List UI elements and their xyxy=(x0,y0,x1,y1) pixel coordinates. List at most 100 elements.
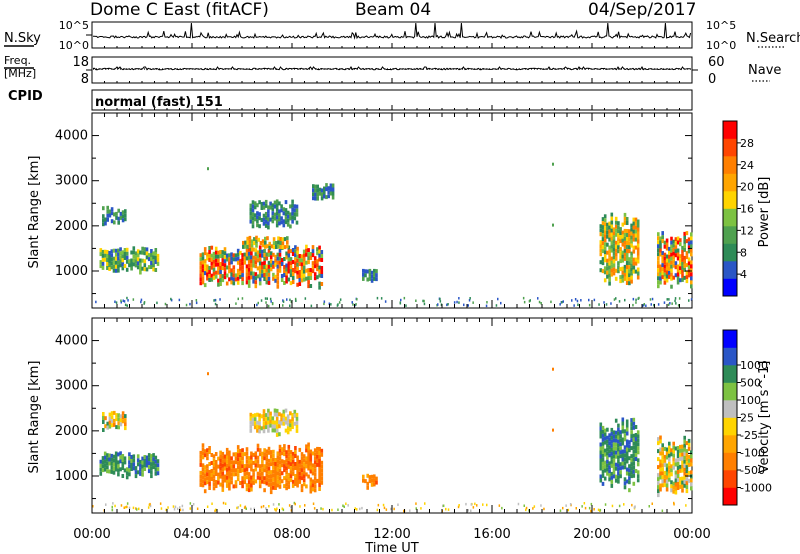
echo-cell xyxy=(275,424,279,429)
echo-cell xyxy=(672,449,675,454)
echo-cell xyxy=(150,249,153,253)
echo-cell xyxy=(221,463,225,468)
echo-cell xyxy=(599,268,603,273)
colorbar-swatch xyxy=(723,487,737,506)
echo-cell xyxy=(661,251,664,256)
echo-cell xyxy=(272,453,275,458)
echo-cell xyxy=(267,276,271,281)
echo-cell xyxy=(203,247,207,252)
echo-cell xyxy=(672,247,675,252)
echo-cell xyxy=(228,482,231,487)
echo-cell xyxy=(228,458,231,463)
echo-cell xyxy=(234,253,238,258)
echo-cell xyxy=(269,490,273,495)
echo-cell xyxy=(228,474,231,479)
echo-cell xyxy=(376,296,379,300)
echo-cell xyxy=(366,277,369,282)
echo-cell xyxy=(296,262,299,267)
echo-cell xyxy=(125,259,129,264)
echo-cell xyxy=(269,458,273,463)
echo-cell xyxy=(230,472,233,477)
echo-cell xyxy=(263,269,266,273)
echo-cell xyxy=(203,473,207,478)
echo-cell xyxy=(619,438,622,443)
echo-cell xyxy=(267,470,271,475)
echo-cell xyxy=(601,233,605,238)
echo-cell xyxy=(139,250,142,255)
echo-cell xyxy=(125,267,129,272)
echo-cell xyxy=(311,253,315,258)
echo-cell xyxy=(295,299,297,302)
echo-cell xyxy=(302,261,306,266)
colorbar-swatch xyxy=(723,417,737,436)
echo-cell xyxy=(608,433,611,438)
echo-cell xyxy=(316,188,319,193)
echo-cell xyxy=(676,256,680,261)
echo-cell xyxy=(666,298,668,301)
echo-cell xyxy=(253,241,256,246)
echo-cell xyxy=(634,233,638,238)
echo-cell xyxy=(219,250,222,254)
echo-cell xyxy=(262,221,266,226)
echo-cell xyxy=(258,216,261,221)
echo-cell xyxy=(219,298,221,301)
echo-cell xyxy=(110,207,114,212)
echo-cell xyxy=(117,248,120,253)
echo-cell xyxy=(415,299,417,302)
echo-cell xyxy=(228,261,231,266)
echo-cell xyxy=(278,424,281,429)
echo-cell xyxy=(681,460,684,465)
echo-cell xyxy=(256,471,260,476)
echo-cell xyxy=(265,473,269,478)
echo-cell xyxy=(617,221,620,226)
echo-cell xyxy=(628,249,631,254)
echo-cell xyxy=(265,268,269,273)
echo-cell xyxy=(663,240,667,245)
echo-cell xyxy=(305,448,308,453)
echo-cell xyxy=(663,482,667,487)
echo-cell xyxy=(119,455,122,460)
echo-cell xyxy=(634,445,638,449)
echo-cell xyxy=(189,507,191,510)
echo-cell xyxy=(628,241,631,246)
echo-cell xyxy=(236,272,240,277)
echo-cell xyxy=(258,472,262,477)
echo-cell xyxy=(267,280,271,285)
echo-cell xyxy=(221,254,225,259)
echo-cell xyxy=(632,233,636,238)
echo-cell xyxy=(289,474,293,479)
echo-cell xyxy=(212,267,216,272)
echo-cell xyxy=(610,435,614,440)
echo-cell xyxy=(320,250,324,254)
echo-cell xyxy=(208,254,211,258)
echo-cell xyxy=(287,484,291,489)
echo-cell xyxy=(300,488,304,493)
echo-cell xyxy=(632,269,636,274)
echo-cell xyxy=(625,451,629,456)
echo-cell xyxy=(283,265,286,269)
echo-cell xyxy=(110,419,114,424)
echo-cell xyxy=(601,437,605,442)
echo-cell xyxy=(307,450,310,455)
echo-cell xyxy=(634,221,638,226)
echo-cell xyxy=(610,451,614,456)
echo-cell xyxy=(659,435,662,440)
echo-cell xyxy=(277,236,280,241)
echo-cell xyxy=(299,505,301,508)
echo-cell xyxy=(212,458,216,463)
echo-cell xyxy=(320,192,324,197)
echo-cell xyxy=(256,443,260,448)
echo-cell xyxy=(247,488,251,493)
echo-cell xyxy=(599,252,603,257)
echo-cell xyxy=(636,255,640,260)
colorbar-swatch xyxy=(723,435,737,453)
echo-cell xyxy=(606,274,609,279)
echo-cell xyxy=(636,275,640,280)
echo-cell xyxy=(630,231,633,236)
echo-cell xyxy=(251,208,255,213)
echo-cell xyxy=(628,468,631,473)
echo-cell xyxy=(318,285,321,290)
echo-cell xyxy=(117,421,120,426)
echo-cell xyxy=(663,301,666,304)
echo-cell xyxy=(290,300,293,304)
